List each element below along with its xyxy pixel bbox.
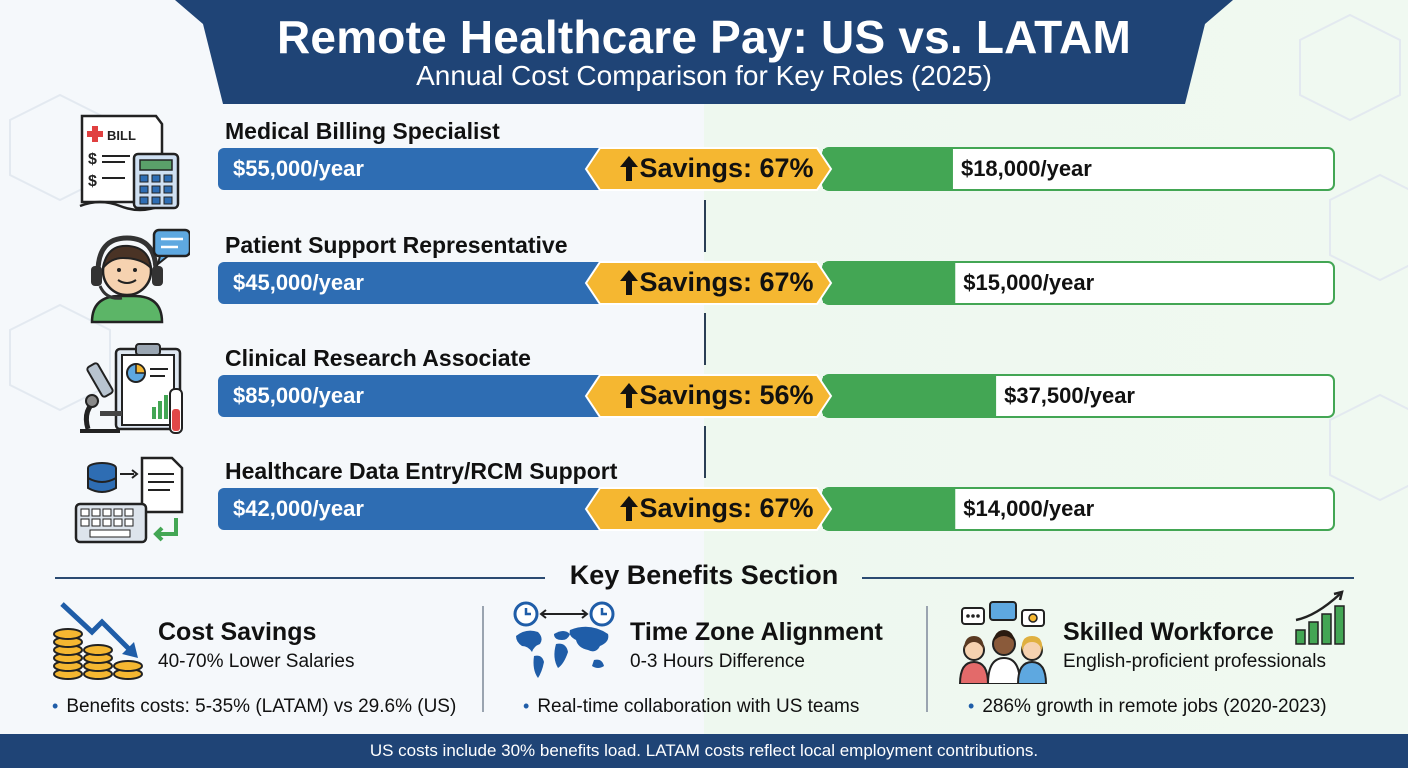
savings-badge — [584, 147, 833, 191]
us-cost-label: $45,000/year — [233, 270, 364, 295]
us-bar — [218, 488, 606, 530]
savings-label: Savings: 56% — [639, 380, 814, 410]
latam-bar — [823, 149, 953, 189]
latam-cost-label: $14,000/year — [963, 496, 1095, 521]
column-divider — [482, 606, 484, 712]
role-title: Healthcare Data Entry/RCM Support — [225, 458, 618, 484]
benefit-heading: Cost Savings — [158, 618, 317, 646]
benefit-bullet: Benefits costs: 5-35% (LATAM) vs 29.6% (… — [52, 696, 456, 718]
up-arrow-icon — [620, 383, 638, 394]
role-title: Patient Support Representative — [225, 232, 568, 258]
us-bar — [218, 262, 606, 304]
role-row-patient-support: Patient Support Representative $45,000/y… — [0, 226, 1408, 336]
bar-svg — [218, 147, 1335, 191]
savings-badge — [584, 261, 833, 305]
column-divider — [926, 606, 928, 712]
banner-shape — [175, 0, 1233, 104]
headset-agent-icon — [90, 228, 190, 324]
coins-down-trend-icon — [53, 602, 143, 680]
page-title: Remote Healthcare Pay: US vs. LATAM — [277, 11, 1131, 63]
center-divider — [704, 313, 706, 365]
up-arrow-stem — [626, 166, 632, 181]
cost-bar: $55,000/year Savings: 67% $18,000/year — [218, 147, 1335, 191]
savings-badge — [584, 374, 833, 418]
svg-text:$: $ — [88, 173, 97, 190]
role-title: Medical Billing Specialist — [225, 118, 500, 144]
us-cost-label: $55,000/year — [233, 156, 364, 181]
bar-svg — [218, 374, 1335, 418]
us-cost-label: $85,000/year — [233, 383, 364, 408]
benefit-bullet: Real-time collaboration with US teams — [523, 696, 859, 718]
growth-chart-icon — [1295, 590, 1345, 645]
svg-text:$: $ — [88, 151, 97, 168]
title-banner: Remote Healthcare Pay: US vs. LATAM Annu… — [175, 0, 1233, 104]
bar-svg — [218, 261, 1335, 305]
latam-cost-label: $18,000/year — [960, 156, 1092, 181]
savings-label: Savings: 67% — [639, 267, 814, 297]
us-bar — [218, 148, 606, 190]
benefit-bullet: 286% growth in remote jobs (2020-2023) — [968, 696, 1326, 718]
up-arrow-stem — [626, 280, 632, 295]
latam-bar — [823, 489, 956, 529]
savings-label: Savings: 67% — [639, 153, 814, 183]
microscope-clipboard-icon — [80, 343, 183, 434]
benefit-subtext: English-proficient professionals — [1063, 651, 1326, 672]
up-arrow-stem — [626, 506, 632, 521]
up-arrow-icon — [620, 496, 638, 507]
bill-calculator-icon: BILL $ $ — [79, 114, 180, 212]
cost-bar: $45,000/year Savings: 67% $15,000/year — [218, 261, 1335, 305]
svg-text:BILL: BILL — [107, 128, 136, 143]
world-clock-icon — [513, 601, 615, 678]
role-row-billing: BILL $ $ Medical Billing Specialist $55,… — [0, 112, 1408, 222]
center-divider — [704, 426, 706, 478]
benefit-subtext: 40-70% Lower Salaries — [158, 651, 355, 672]
page-subtitle: Annual Cost Comparison for Key Roles (20… — [416, 60, 992, 91]
us-bar — [218, 375, 606, 417]
benefit-subtext: 0-3 Hours Difference — [630, 651, 805, 672]
role-row-data-entry: Healthcare Data Entry/RCM Support $42,00… — [0, 452, 1408, 562]
up-arrow-icon — [620, 156, 638, 167]
team-chat-icon — [958, 601, 1048, 684]
savings-badge — [584, 487, 833, 531]
up-arrow-stem — [626, 393, 632, 408]
us-cost-label: $42,000/year — [233, 496, 364, 521]
benefits-rule-right — [862, 577, 1354, 579]
benefit-heading: Time Zone Alignment — [630, 618, 883, 646]
savings-label: Savings: 67% — [639, 493, 814, 523]
role-title: Clinical Research Associate — [225, 345, 531, 371]
cost-bar: $85,000/year Savings: 56% $37,500/year — [218, 374, 1335, 418]
cost-bar: $42,000/year Savings: 67% $14,000/year — [218, 487, 1335, 531]
latam-cost-label: $15,000/year — [963, 270, 1095, 295]
bar-svg — [218, 487, 1335, 531]
latam-bar — [823, 376, 997, 416]
latam-cost-label: $37,500/year — [1004, 383, 1135, 408]
up-arrow-icon — [620, 270, 638, 281]
center-divider — [704, 200, 706, 252]
benefits-title: Key Benefits Section — [569, 560, 839, 590]
role-row-clinical-research: Clinical Research Associate $85,000/year… — [0, 339, 1408, 449]
database-keyboard-icon — [74, 456, 184, 544]
latam-bar — [823, 263, 956, 303]
benefits-rule-left — [55, 577, 545, 579]
benefit-heading: Skilled Workforce — [1063, 618, 1274, 646]
footer-note: US costs include 30% benefits load. LATA… — [0, 734, 1408, 768]
